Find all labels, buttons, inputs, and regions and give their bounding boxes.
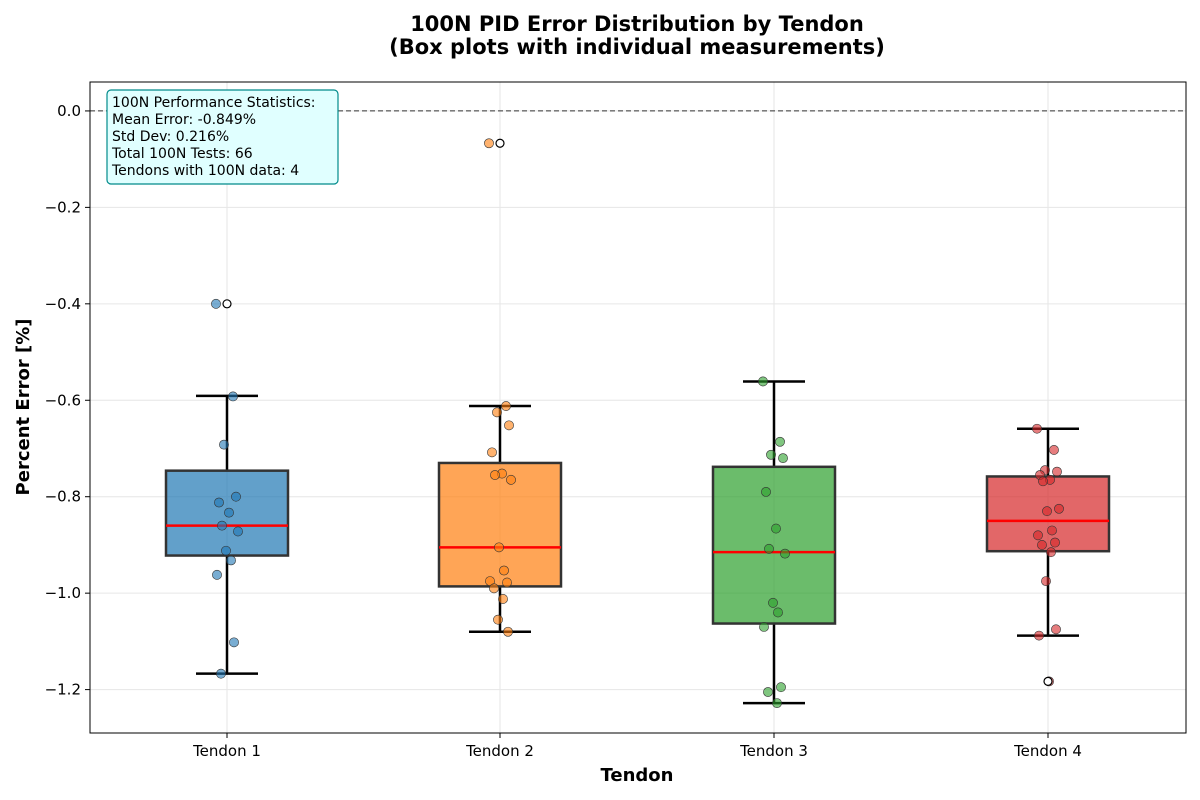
data-point [1047, 525, 1057, 536]
x-tick-label: Tendon 3 [739, 742, 808, 760]
x-tick-label: Tendon 4 [1013, 742, 1082, 760]
data-point [780, 548, 790, 559]
data-point [214, 497, 224, 508]
data-point [1042, 506, 1052, 517]
data-point [226, 555, 236, 566]
box-plot-tendon-2 [437, 404, 563, 633]
data-point [489, 583, 499, 594]
data-point [493, 614, 503, 625]
data-point [1032, 423, 1042, 434]
y-tick-label: −0.2 [45, 198, 81, 216]
data-point [1049, 445, 1059, 455]
data-point [773, 607, 783, 618]
data-point [1046, 547, 1056, 558]
y-tick-label: −1.0 [45, 584, 81, 602]
data-point [498, 594, 508, 604]
data-point [231, 491, 241, 502]
data-point [776, 682, 786, 693]
outlier-marker [1043, 676, 1053, 687]
x-axis-label: Tendon [601, 765, 674, 786]
data-point [221, 545, 231, 556]
x-axis-ticks: Tendon 1 Tendon 2 Tendon 3 Tendon 4 [192, 733, 1082, 760]
box-iqr [437, 461, 563, 588]
stats-line: Mean Error: -0.849% [112, 112, 256, 128]
data-point [761, 486, 771, 497]
data-point [502, 577, 512, 588]
data-point [504, 420, 514, 431]
outlier-markers [222, 138, 1053, 687]
data-point [503, 626, 513, 637]
box-plot-tendon-3 [711, 380, 837, 705]
box-plots [164, 380, 1111, 705]
y-tick-label: 0.0 [57, 102, 81, 120]
data-point [229, 637, 239, 648]
data-point [775, 436, 785, 447]
data-point [768, 597, 778, 608]
y-axis-label: Percent Error [%] [13, 319, 34, 496]
data-point [1054, 503, 1064, 514]
stats-line: 100N Performance Statistics: [112, 95, 316, 111]
x-tick-label: Tendon 2 [465, 742, 534, 760]
plot-area-frame [89, 81, 1187, 734]
data-point [490, 470, 500, 480]
data-point [224, 507, 234, 518]
data-point [211, 298, 221, 309]
data-point [1038, 476, 1048, 487]
x-tick-label: Tendon 1 [192, 742, 261, 760]
data-point [484, 138, 494, 149]
data-point [763, 687, 773, 697]
box-iqr [711, 465, 837, 625]
data-point [758, 376, 768, 387]
outlier-marker [495, 138, 505, 148]
stats-line: Total 100N Tests: 66 [111, 146, 253, 162]
data-point [1050, 537, 1060, 548]
data-point [506, 474, 516, 485]
data-point [1041, 576, 1051, 586]
data-point [212, 569, 222, 580]
y-tick-label: −0.6 [45, 391, 81, 409]
y-tick-label: −0.4 [45, 295, 81, 313]
data-point [1037, 540, 1047, 550]
data-point [1051, 624, 1061, 635]
data-point [778, 453, 788, 464]
data-point [1033, 530, 1043, 541]
data-point [233, 526, 243, 537]
data-point [216, 668, 226, 679]
data-point [764, 543, 774, 554]
box-plot-tendon-1 [164, 394, 290, 675]
stats-box: 100N Performance Statistics: Mean Error:… [106, 89, 339, 185]
data-point [759, 622, 769, 632]
data-point [772, 698, 782, 709]
stats-line: Std Dev: 0.216% [112, 129, 229, 145]
data-point [499, 565, 509, 576]
y-tick-label: −0.8 [45, 488, 81, 506]
y-axis-ticks: 0.0 −0.2 −0.4 −0.6 −0.8 −1.0 −1.2 [45, 102, 90, 699]
data-points [211, 138, 1064, 709]
data-point [1034, 630, 1044, 641]
data-point [492, 407, 502, 418]
outlier-marker [222, 299, 232, 309]
data-point [1052, 466, 1062, 477]
stats-box-background [106, 89, 339, 185]
chart-subtitle: (Box plots with individual measurements) [389, 35, 885, 59]
data-point [487, 447, 497, 458]
data-point [219, 439, 229, 450]
data-point [766, 449, 776, 460]
data-point [217, 520, 227, 531]
stats-line: Tendons with 100N data: 4 [111, 163, 299, 179]
data-point [494, 542, 504, 553]
y-tick-label: −1.2 [45, 681, 81, 699]
data-point [228, 391, 238, 402]
data-point [771, 523, 781, 534]
data-point [501, 401, 511, 411]
chart-title: 100N PID Error Distribution by Tendon [410, 12, 864, 36]
